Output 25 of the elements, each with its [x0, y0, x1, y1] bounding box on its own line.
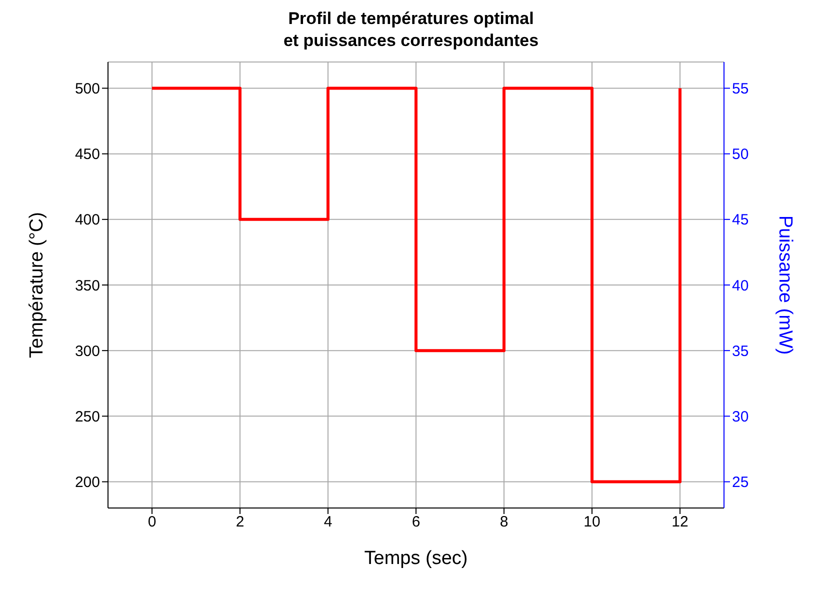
y2-tick-label: 35 — [732, 342, 749, 360]
y-axis-title: Température (°C) — [26, 212, 48, 358]
y-tick-label: 350 — [74, 277, 100, 294]
y2-tick-label: 25 — [732, 474, 749, 492]
y-tick-label: 450 — [74, 146, 100, 164]
y2-axis-title: Puissance (mW) — [774, 215, 796, 355]
x-tick-label: 10 — [584, 514, 600, 531]
y-tick-label: 250 — [74, 408, 100, 426]
y-tick-label: 200 — [74, 474, 100, 492]
x-tick-label: 4 — [324, 514, 332, 531]
y2-tick-label: 45 — [732, 212, 749, 229]
x-tick-label: 0 — [148, 514, 156, 531]
chart-title: Profil de températures optimal et puissances correspondantes — [282, 8, 540, 52]
x-tick-label: 2 — [236, 514, 244, 531]
y2-tick-label: 30 — [732, 408, 749, 426]
x-tick-label: 12 — [672, 514, 688, 531]
y2-tick-label: 40 — [732, 277, 749, 294]
y2-tick-label: 50 — [732, 146, 749, 164]
y-tick-label: 300 — [74, 342, 100, 360]
x-tick-label: 6 — [412, 514, 420, 531]
x-tick-label: 8 — [500, 514, 508, 531]
y2-tick-label: 55 — [732, 80, 749, 98]
x-axis-title: Temps (sec) — [364, 548, 468, 569]
y-tick-label: 500 — [74, 80, 100, 98]
y-tick-label: 400 — [74, 212, 100, 229]
